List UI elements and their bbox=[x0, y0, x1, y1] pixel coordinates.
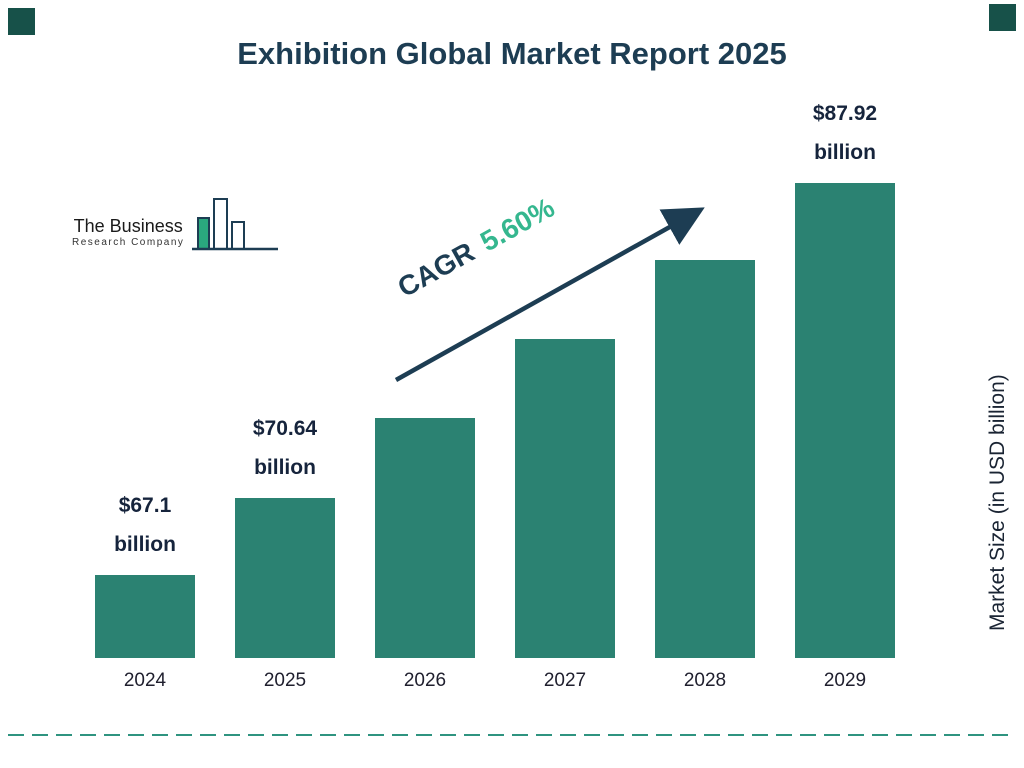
bar-group-2028: 2028 bbox=[655, 95, 755, 695]
x-axis-label-2026: 2026 bbox=[403, 670, 447, 691]
bar-group-2026: 2026 bbox=[375, 95, 475, 695]
bar-2027 bbox=[515, 339, 615, 658]
corner-square-top-right bbox=[989, 4, 1016, 31]
x-axis-label-2028: 2028 bbox=[683, 670, 727, 691]
bar-group-2024: $67.1 billion 2024 bbox=[95, 95, 195, 695]
bar-group-2029: $87.92 billion 2029 bbox=[795, 95, 895, 695]
corner-square-top-left bbox=[8, 8, 35, 35]
value-label-2025: $70.64 billion bbox=[252, 417, 318, 480]
bar-2029 bbox=[795, 182, 895, 659]
y-axis-title: Market Size (in USD billion) bbox=[986, 374, 1009, 631]
x-axis-label-2029: 2029 bbox=[823, 670, 867, 692]
bar-2026 bbox=[375, 418, 475, 658]
bar-group-2027: 2027 bbox=[515, 95, 615, 695]
value-label-2029: $87.92 billion bbox=[812, 102, 878, 164]
bar-2028 bbox=[655, 260, 755, 658]
x-axis-label-2024: 2024 bbox=[123, 670, 167, 691]
bottom-dashed-divider bbox=[8, 734, 1016, 736]
company-logo-text: The Business Research Company bbox=[72, 216, 184, 256]
value-label-2024: $67.1 billion bbox=[114, 494, 176, 557]
logo-subtitle: Research Company bbox=[72, 236, 185, 248]
bar-chart: $67.1 billion 2024 $70.64 billion 2025 2026 202… bbox=[95, 95, 895, 695]
bar-chart-logo-icon bbox=[192, 196, 280, 256]
company-logo: The Business Research Company bbox=[72, 196, 280, 256]
x-axis-label-2027: 2027 bbox=[543, 670, 587, 691]
bar-group-2025: $70.64 billion 2025 bbox=[235, 95, 335, 695]
x-axis-label-2025: 2025 bbox=[263, 670, 307, 691]
page-title: Exhibition Global Market Report 2025 bbox=[237, 36, 787, 71]
bar-2024 bbox=[95, 575, 195, 658]
bar-2025 bbox=[235, 498, 335, 658]
logo-name: The Business bbox=[73, 215, 183, 236]
